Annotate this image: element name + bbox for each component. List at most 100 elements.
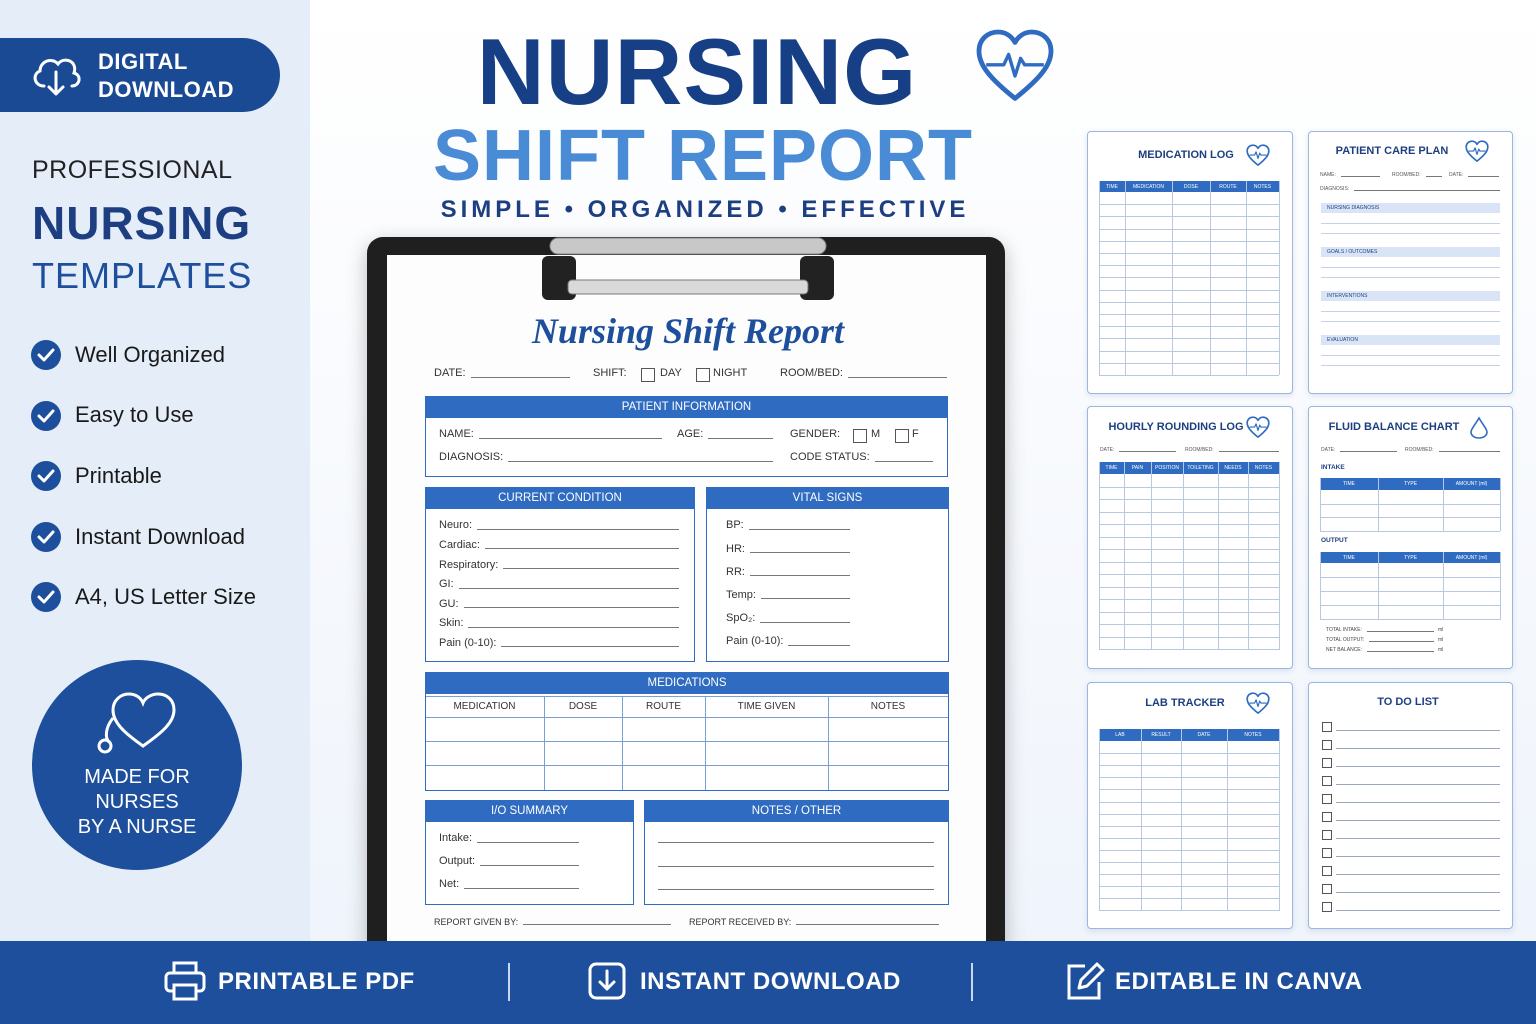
rule [426, 765, 948, 766]
rule [1099, 362, 1279, 364]
column-header: ROUTE [1219, 183, 1237, 190]
column-header: AMOUNT (ml) [1455, 554, 1488, 561]
field-label: RR: [726, 565, 745, 578]
heart-icon [976, 29, 1054, 101]
rule [1320, 478, 1321, 531]
rule [1099, 549, 1279, 550]
field-label: TOTAL INTAKE: [1326, 627, 1362, 633]
column-header: RESULT [1151, 732, 1171, 738]
field-line [1425, 175, 1442, 177]
rule [1279, 729, 1280, 911]
field-line [796, 924, 939, 926]
field-line [749, 575, 850, 577]
rule [1099, 837, 1279, 839]
tagline: SIMPLE • ORGANIZED • EFFECTIVE [440, 195, 970, 223]
field: TOTAL OUTPUT: [1326, 637, 1434, 643]
feature: A4, US Letter Size [75, 584, 256, 610]
rule [1500, 478, 1501, 531]
column-header: LAB [1115, 732, 1125, 738]
rule [1099, 181, 1100, 375]
main-title: NURSING [476, 18, 918, 124]
field: BP: [726, 519, 850, 532]
field-label: REPORT RECEIVED BY: [689, 916, 792, 927]
rule [1218, 462, 1219, 650]
rule [426, 717, 948, 718]
section-label: EVALUATION [1327, 337, 1358, 343]
rule [1227, 729, 1228, 911]
table-header [1099, 729, 1279, 741]
column-header: MEDICATION [453, 701, 516, 712]
rule [1099, 649, 1279, 650]
field-label: Pain (0-10): [439, 636, 497, 649]
column-header: TOILETING [1187, 465, 1214, 471]
rule [1099, 375, 1279, 376]
rule [1099, 599, 1279, 600]
field: ROOM/BED: [1392, 172, 1442, 178]
rule [1443, 478, 1444, 531]
heart-icon [1246, 416, 1270, 438]
field: Skin: [439, 617, 679, 630]
heart-icon [1246, 144, 1270, 166]
rule [1336, 730, 1500, 731]
label: M [871, 428, 881, 441]
rule [1336, 748, 1500, 749]
column-header: TIME GIVEN [737, 701, 796, 712]
heart-icon [1246, 692, 1270, 714]
rule [1099, 499, 1279, 500]
unit: ml [1438, 637, 1444, 643]
rule [1181, 729, 1182, 911]
field-line [1369, 640, 1434, 642]
field: ROOM/BED: [1405, 447, 1500, 453]
rule [1099, 910, 1279, 912]
download-icon [588, 962, 626, 1000]
column-header: NEEDS [1224, 465, 1242, 471]
rule [1099, 338, 1279, 340]
field: ROOM/BED: [780, 367, 947, 380]
label: NIGHT [713, 367, 748, 380]
field: Respiratory: [439, 559, 679, 572]
field-line [749, 552, 850, 554]
field-line [484, 548, 679, 550]
template-card [1308, 131, 1513, 394]
rule [1099, 253, 1279, 254]
field-line [468, 626, 679, 628]
field-line [874, 460, 933, 462]
field: SpO₂: [726, 612, 850, 625]
card-title: HOURLY ROUNDING LOG [1108, 421, 1244, 434]
rule [1099, 524, 1279, 525]
rule [1099, 462, 1100, 650]
section-label: NURSING DIAGNOSIS [1327, 205, 1380, 211]
field: DIAGNOSIS: [439, 451, 773, 464]
rule [658, 866, 934, 867]
field-line [760, 621, 850, 623]
rule [1336, 892, 1500, 893]
sidebar-title: NURSING [32, 197, 252, 250]
field-line [1367, 650, 1434, 652]
field-label: DATE: [434, 367, 466, 380]
field: CODE STATUS: [790, 451, 933, 464]
sidebar-subtitle: TEMPLATES [32, 255, 253, 297]
column-header: TYPE [1403, 554, 1418, 561]
checkbox [1322, 848, 1332, 858]
rule [1141, 729, 1142, 911]
seal-text: BY A NURSE [77, 816, 197, 838]
column-header: AMOUNT (ml) [1455, 481, 1488, 487]
field-label: Cardiac: [439, 538, 480, 551]
rule [1336, 910, 1500, 911]
field: NAME: [1320, 172, 1380, 178]
edit-icon [1067, 962, 1105, 1000]
rule [1321, 233, 1500, 234]
field-label: Neuro: [439, 519, 473, 532]
field-label: ROOM/BED: [780, 367, 843, 380]
badge-text: DOWNLOAD [98, 76, 234, 102]
rule [1099, 636, 1279, 638]
rule [1336, 856, 1500, 857]
rule [426, 696, 948, 697]
card-title: PATIENT CARE PLAN [1335, 145, 1449, 158]
card-title: FLUID BALANCE CHART [1328, 421, 1460, 434]
field-label: BP: [726, 519, 744, 532]
field-label: DIAGNOSIS: [1320, 186, 1350, 192]
rule [1336, 766, 1500, 767]
column-header: NOTES [1244, 732, 1262, 738]
field-line [788, 644, 850, 646]
